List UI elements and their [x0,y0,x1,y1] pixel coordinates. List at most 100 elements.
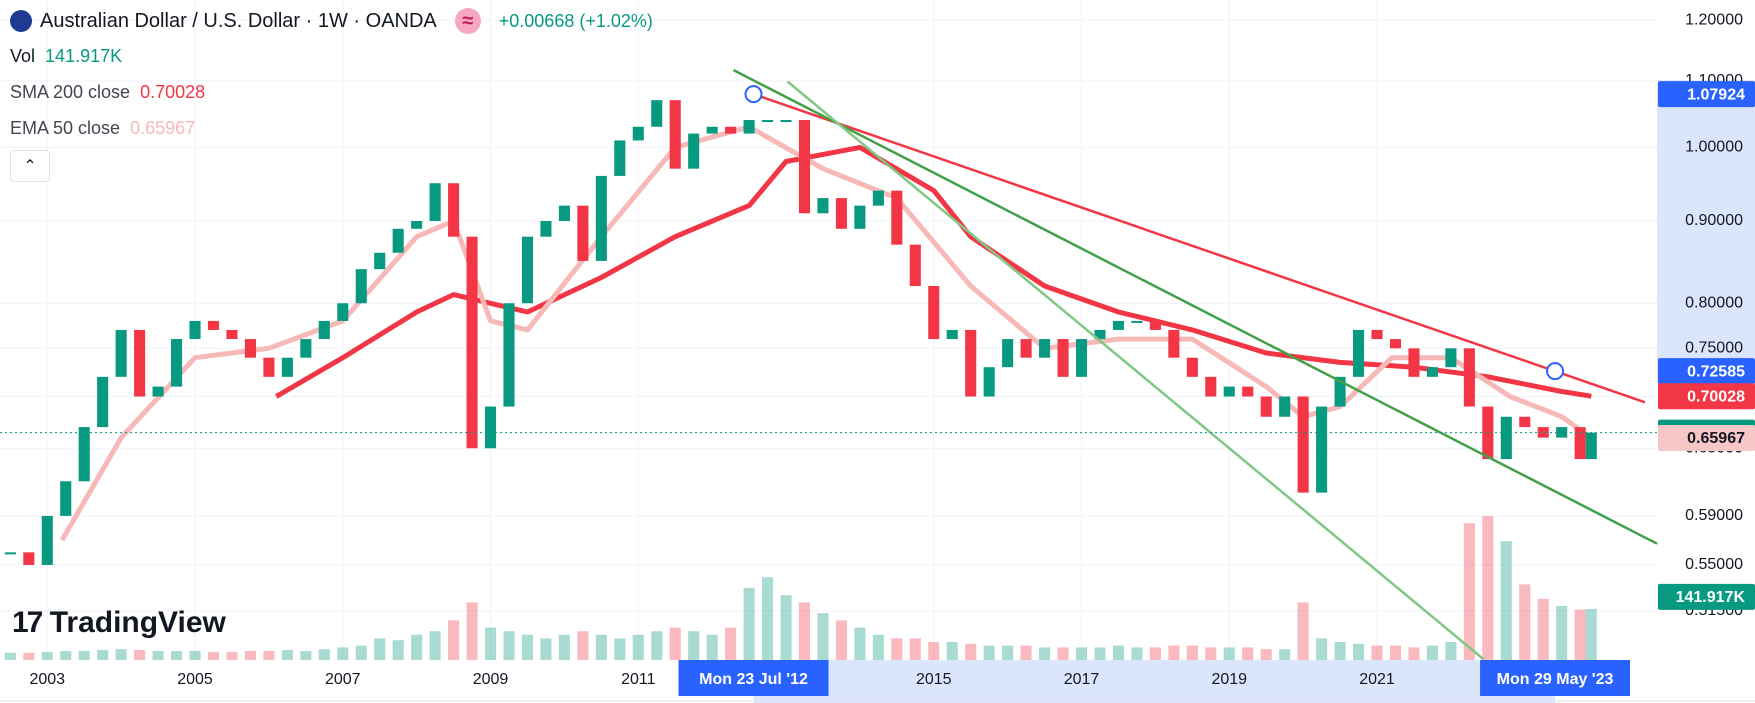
candle [355,269,367,304]
x-tick-label: 2019 [1211,671,1247,688]
candle [540,220,552,237]
candle [1316,406,1328,493]
collapse-button[interactable]: ⌃ [10,150,50,182]
x-tick-label: 2003 [29,671,65,688]
volume-bar [1297,602,1309,660]
candle [835,198,847,229]
price-change: +0.00668 (+1.02%) [498,10,653,31]
candle [798,120,811,214]
volume-bar [1039,647,1051,660]
volume-bar [1279,649,1291,660]
ema-legend: EMA 50 close 0.65967 [10,118,195,139]
candle [669,100,681,169]
vol-name: Vol [10,46,36,66]
volume-bar [300,651,312,660]
volume-bar [503,631,515,660]
sma-line [275,144,1592,399]
candle [1039,339,1051,358]
candle [854,205,866,229]
volume-bar [706,634,718,660]
candle [1223,386,1235,397]
volume-bar [1353,643,1365,660]
volume-bar [374,638,386,660]
candle [1094,329,1106,340]
volume-bar [355,645,367,660]
volume-bar [1242,647,1254,660]
candle [318,320,330,340]
candle [1057,339,1069,377]
volume-bar [1574,609,1586,660]
candle [1574,427,1586,460]
candle [1519,416,1531,428]
candle [725,126,737,134]
price-tag-label: 1.07924 [1687,86,1745,103]
volume-bar [725,627,737,660]
volume-bar [854,627,866,660]
candle [1002,339,1014,368]
x-tick-label: 2011 [621,671,656,688]
candle [97,376,109,428]
candle [1279,396,1291,417]
candle [1371,329,1383,340]
candle [1260,396,1272,417]
volume-bar [743,588,755,660]
date-tag-label: Mon 29 May '23 [1497,671,1614,688]
candle [337,303,349,321]
volume-bar [1463,523,1475,660]
date-tag-label: Mon 23 Jul '12 [699,671,808,688]
candle [1131,320,1143,323]
candle [909,244,921,287]
price-tag-label: 141.917K [1676,589,1746,606]
candle [411,220,423,229]
volume-bar [466,602,478,660]
candle [946,329,958,340]
ema-line [59,124,1593,542]
candle [1537,427,1549,438]
candle [374,252,386,270]
volume-bar [1389,645,1402,660]
volume-bar [1585,608,1597,660]
candle [207,320,220,330]
candle [244,339,256,358]
candle [1075,339,1088,377]
volume-bar [1482,516,1494,660]
candle [1445,348,1457,368]
candle [1408,348,1420,377]
volume-bar [23,652,35,660]
candle [281,357,293,377]
volume-bar [337,647,349,660]
volume-bar [762,577,774,660]
volume-bar [946,642,958,660]
volume-bar [1002,645,1014,660]
candle [226,329,238,340]
volume-bar [1075,647,1088,660]
candle [300,339,312,358]
trend-line [753,92,1646,404]
time-highlight [753,660,1556,703]
volume-bar [835,620,847,660]
volume-bar [1556,606,1568,660]
volume-bar [1112,645,1124,660]
volume-bar [1260,649,1272,660]
volume-bar [318,649,330,660]
candle [78,427,90,482]
ema-name: EMA 50 close [10,118,121,138]
volume-bar [152,651,164,660]
candle [762,120,774,123]
badge: ≈ [454,8,481,34]
volume-bar [226,652,238,660]
candle [706,126,718,134]
candle [577,205,589,261]
y-tick-label: 0.55000 [1685,556,1743,573]
x-tick-label: 2017 [1064,671,1100,688]
volume-bar [891,638,903,660]
volume-bar [817,613,829,660]
title-row: Australian Dollar / U.S. Dollar · 1W · O… [10,8,653,34]
candle [503,303,515,407]
price-tag [1658,358,1755,385]
candle [651,100,663,127]
price-tag-label: 0.72585 [1687,363,1745,380]
volume-bar [521,634,534,660]
volume-bar [651,631,663,660]
candle [780,120,792,123]
